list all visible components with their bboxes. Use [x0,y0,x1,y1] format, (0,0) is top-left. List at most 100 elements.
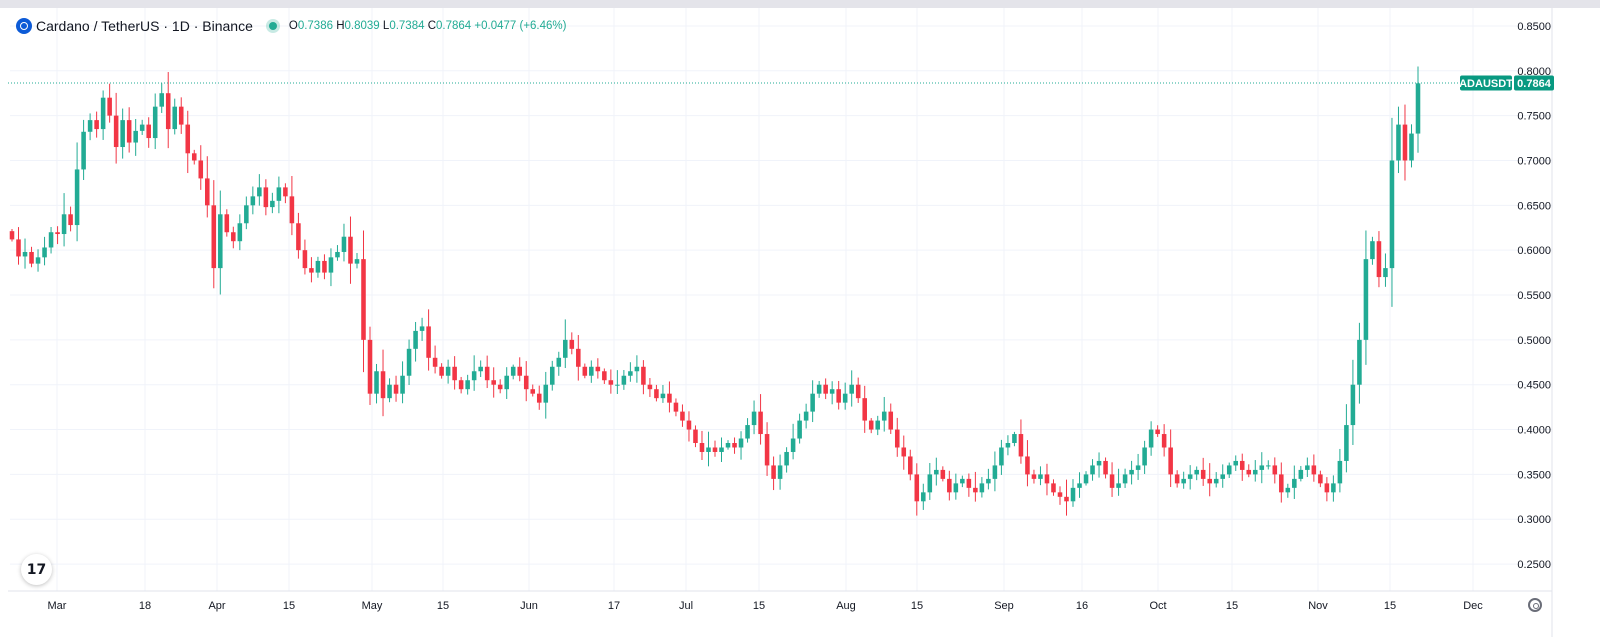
candle [244,196,249,230]
candle [302,239,308,275]
candle [1285,483,1291,498]
ohlc-values: O0.7386 H0.8039 L0.7384 C0.7864 +0.0477 … [289,20,567,32]
candle [1337,448,1343,493]
candle [758,394,763,445]
candle [1064,479,1069,516]
candle [1122,468,1128,488]
time-tick-label: 15 [911,600,923,612]
tradingview-logo-icon[interactable]: 17 [21,554,52,585]
symbol-legend[interactable]: Cardano / TetherUS · 1D · Binance O0.738… [16,16,566,36]
settings-gear-icon[interactable] [1528,598,1542,612]
candle [42,236,47,266]
candle [634,355,640,383]
candle [113,92,119,164]
candle-body [309,268,314,273]
candle-body [1311,465,1317,475]
candle-body [413,330,418,349]
candle-body [35,257,41,264]
candle-body [693,429,698,444]
time-tick-label: 15 [283,600,295,612]
candle [1252,460,1258,482]
time-tick-label: 15 [1226,600,1238,612]
candle [543,371,549,419]
candle-body [191,153,197,161]
candle [393,375,399,402]
candle-body [296,223,301,251]
candle [419,317,425,341]
candle [934,457,939,486]
candle [986,468,991,490]
ticker-tag-bg [1460,75,1512,91]
candle [270,192,275,214]
candle-body [1344,425,1349,461]
candle-body [1109,474,1115,488]
candle [803,403,809,429]
symbol-title[interactable]: Cardano / TetherUS · 1D · Binance [36,18,253,34]
candle [1129,460,1134,485]
candle-body [1239,460,1245,470]
candle [191,149,197,165]
candle [764,422,770,476]
candle-body [348,236,353,264]
candle-body [224,214,230,233]
candle [218,190,223,295]
candle [1402,104,1408,181]
candle [204,156,210,218]
candle-body [276,187,282,201]
candle [979,477,985,498]
candle-body [1396,124,1401,161]
candle [549,360,555,391]
candle-body [1324,483,1330,493]
candle [888,403,894,434]
candle [1383,253,1388,287]
candle [165,72,171,149]
candle [491,367,496,398]
candle [309,257,314,283]
candle-body [881,411,887,421]
candle-body [1018,434,1024,457]
candle-body [589,366,594,376]
candle [465,374,470,395]
candle-body [602,371,607,381]
candle-body [634,366,640,372]
candle-body [992,465,998,479]
candle [335,245,340,261]
candle-body [1187,474,1193,479]
candle-body [1174,474,1180,484]
candle [699,430,705,461]
candle [771,456,776,491]
candle [172,98,178,135]
candle [1213,472,1219,488]
candle [406,339,412,385]
candle-body [888,411,894,430]
candle-body [68,214,73,226]
candle [725,440,731,450]
candle-body [615,384,620,386]
candle [250,186,256,215]
candle-body [335,251,340,258]
candle [55,226,60,245]
candle-body [1376,241,1382,278]
candle [1409,124,1414,168]
candle [315,256,321,278]
tradingview-logo-text: 17 [26,561,47,578]
candle [1246,464,1252,478]
candle [87,113,93,141]
candle-body [159,93,164,107]
time-tick-label: 18 [139,600,151,612]
candle-body [934,469,939,475]
candle-body [966,478,972,488]
candle [1103,457,1108,479]
candle-body [647,384,653,390]
candle [61,193,67,247]
top-border [0,0,1600,8]
candle [595,358,601,379]
candle [621,369,627,390]
candle [999,439,1004,475]
candle-body [250,196,256,206]
candle-body [1168,447,1173,475]
candle [647,378,653,397]
time-tick-label: May [362,600,383,612]
candle [510,364,516,380]
